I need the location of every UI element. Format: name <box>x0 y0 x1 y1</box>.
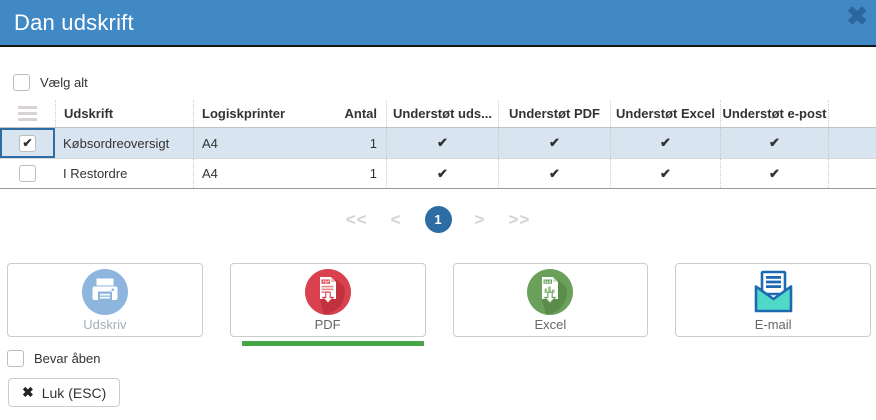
column-header-understot-epost[interactable]: Understøt e-post <box>720 100 828 127</box>
row-checkbox-cell[interactable] <box>0 159 55 188</box>
current-page-indicator[interactable]: 1 <box>424 206 452 233</box>
udskriv-button[interactable]: Udskriv <box>7 263 203 337</box>
column-header-selector <box>0 100 55 127</box>
select-all-label: Vælg alt <box>40 75 88 90</box>
pagination: << < 1 > >> <box>0 206 876 233</box>
column-header-understot-udskriv[interactable]: Understøt uds... <box>386 100 498 127</box>
column-header-logiskprinter[interactable]: Logiskprinter <box>193 100 336 127</box>
check-icon: ✔ <box>22 136 33 150</box>
table-row[interactable]: ✔ Købsordreoversigt A4 1 ✔ ✔ ✔ ✔ <box>0 128 876 158</box>
first-page-button[interactable]: << <box>345 209 368 229</box>
close-button-label: Luk (ESC) <box>41 384 107 401</box>
close-dialog-button[interactable]: ✖ Luk (ESC) <box>8 378 121 407</box>
select-all-checkbox[interactable]: Vælg alt <box>13 74 876 91</box>
pdf-label: PDF <box>314 316 341 332</box>
cell-udskrift: Købsordreoversigt <box>63 135 170 151</box>
list-icon <box>18 106 37 121</box>
last-page-button[interactable]: >> <box>508 209 531 229</box>
table-header-row: Udskrift Logiskprinter Antal Understøt u… <box>0 100 876 128</box>
pdf-button[interactable]: PDF PDF <box>229 263 426 346</box>
column-header-antal[interactable]: Antal <box>344 106 378 121</box>
cell-udskrift: I Restordre <box>63 166 128 181</box>
cell-empty <box>828 159 876 188</box>
keep-open-checkbox[interactable]: Bevar åben <box>7 350 876 367</box>
select-all-checkbox-box[interactable] <box>13 74 30 91</box>
prev-page-button[interactable]: < <box>390 209 402 229</box>
dialog-header: Dan udskrift ✖ <box>0 0 876 47</box>
close-icon[interactable]: ✖ <box>846 1 868 31</box>
cell-logiskprinter: A4 <box>193 128 336 158</box>
pdf-icon: PDF <box>304 268 351 315</box>
export-actions: Udskriv PDF PDF <box>7 263 871 346</box>
udskriv-label: Udskriv <box>83 316 127 332</box>
keep-open-checkbox-box[interactable] <box>7 350 24 367</box>
cell-understot-pdf-check: ✔ <box>498 128 610 158</box>
dialog-title: Dan udskrift <box>14 9 134 35</box>
cell-understot-udskriv-check: ✔ <box>386 159 498 188</box>
column-header-understot-excel[interactable]: Understøt Excel <box>610 100 720 127</box>
cell-antal: 1 <box>369 135 377 151</box>
cell-understot-excel-check: ✔ <box>610 159 720 188</box>
email-label: E-mail <box>754 316 792 332</box>
close-x-icon: ✖ <box>22 384 34 400</box>
pdf-active-underline <box>241 341 424 346</box>
cell-empty <box>828 128 876 158</box>
excel-button[interactable]: XLS Excel <box>452 263 649 337</box>
row-checkbox-checked[interactable]: ✔ <box>19 134 36 152</box>
cell-antal: 1 <box>369 166 377 181</box>
cell-logiskprinter: A4 <box>193 159 336 188</box>
excel-icon-text: XLS <box>545 279 553 283</box>
keep-open-label: Bevar åben <box>34 351 101 366</box>
row-checkbox-cell[interactable]: ✔ <box>0 128 55 158</box>
cell-understot-excel-check: ✔ <box>610 128 720 158</box>
column-header-udskrift[interactable]: Udskrift <box>55 100 193 127</box>
printer-icon <box>81 268 128 315</box>
next-page-button[interactable]: > <box>474 209 486 229</box>
cell-understot-pdf-check: ✔ <box>498 159 610 188</box>
excel-label: Excel <box>534 316 567 332</box>
row-checkbox-unchecked[interactable] <box>19 165 36 182</box>
cell-understot-epost-check: ✔ <box>720 128 828 158</box>
email-button[interactable]: E-mail <box>675 263 871 337</box>
print-jobs-table: Udskrift Logiskprinter Antal Understøt u… <box>0 100 876 189</box>
cell-understot-udskriv-check: ✔ <box>386 128 498 158</box>
column-header-understot-pdf[interactable]: Understøt PDF <box>498 100 610 127</box>
table-row[interactable]: I Restordre A4 1 ✔ ✔ ✔ ✔ <box>0 158 876 188</box>
column-header-empty <box>828 100 876 127</box>
excel-icon: XLS <box>527 268 574 315</box>
cell-understot-epost-check: ✔ <box>720 159 828 188</box>
pdf-icon-text: PDF <box>322 279 330 283</box>
email-icon <box>754 270 793 312</box>
